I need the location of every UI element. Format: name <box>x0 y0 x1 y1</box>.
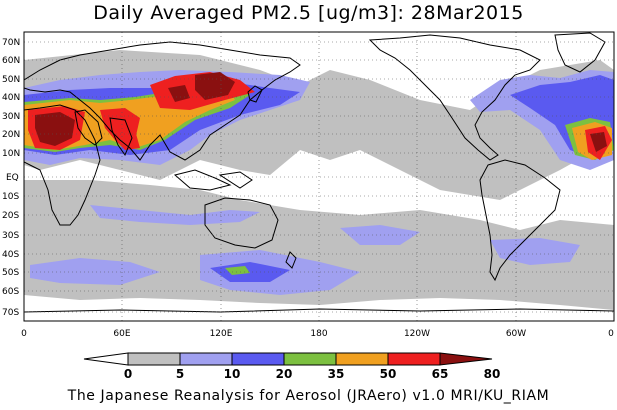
lon-label: 120E <box>210 329 233 339</box>
colorbar-swatch <box>231 352 285 366</box>
colorbar: 0 5 10 20 35 50 65 80 <box>83 352 501 381</box>
pm25-field <box>24 32 614 321</box>
lat-label: 60N <box>2 56 20 66</box>
lat-label: 30S <box>2 231 19 241</box>
lat-label: 30N <box>2 112 20 122</box>
colorbar-label: 65 <box>432 367 449 381</box>
lat-label: 10N <box>2 149 20 159</box>
colorbar-label: 5 <box>176 367 184 381</box>
lon-label: 0 <box>608 329 614 339</box>
colorbar-arrow-min <box>83 352 129 366</box>
colorbar-swatch <box>127 352 181 366</box>
colorbar-label: 80 <box>484 367 501 381</box>
lat-label: 50N <box>2 75 20 85</box>
lon-label: 0 <box>21 329 27 339</box>
lat-label: 40S <box>2 250 19 260</box>
colorbar-swatch <box>283 352 337 366</box>
lon-label: 60E <box>113 329 130 339</box>
coastlines <box>24 32 614 313</box>
lat-label: 70S <box>2 308 19 318</box>
map-frame <box>23 31 615 322</box>
colorbar-arrow-max <box>439 352 493 366</box>
lat-label: 10S <box>2 192 19 202</box>
colorbar-label: 10 <box>224 367 241 381</box>
lon-label: 180 <box>310 329 327 339</box>
map-title: Daily Averaged PM2.5 [ug/m3]: 28Mar2015 <box>93 2 524 24</box>
colorbar-label: 35 <box>328 367 345 381</box>
lat-label: 70N <box>2 38 20 48</box>
lon-label: 120W <box>404 329 430 339</box>
lat-label: 40N <box>2 93 20 103</box>
lon-label: 60W <box>506 329 526 339</box>
colorbar-label: 50 <box>380 367 397 381</box>
lat-label: 60S <box>2 287 19 297</box>
lat-label: 20N <box>2 130 20 140</box>
latitude-axis: 70N 60N 50N 40N 30N 20N 10N EQ 10S 20S 3… <box>2 38 20 318</box>
lat-label: EQ <box>6 173 19 183</box>
colorbar-swatch <box>335 352 389 366</box>
colorbar-label: 20 <box>276 367 293 381</box>
colorbar-swatch <box>179 352 233 366</box>
lat-label: 50S <box>2 268 19 278</box>
footer-credit: The Japanese Reanalysis for Aerosol (JRA… <box>67 388 550 404</box>
colorbar-label: 0 <box>124 367 132 381</box>
lat-label: 20S <box>2 211 19 221</box>
graticule <box>24 32 614 321</box>
colorbar-swatch <box>387 352 441 366</box>
longitude-axis: 0 60E 120E 180 120W 60W 0 <box>21 329 614 339</box>
